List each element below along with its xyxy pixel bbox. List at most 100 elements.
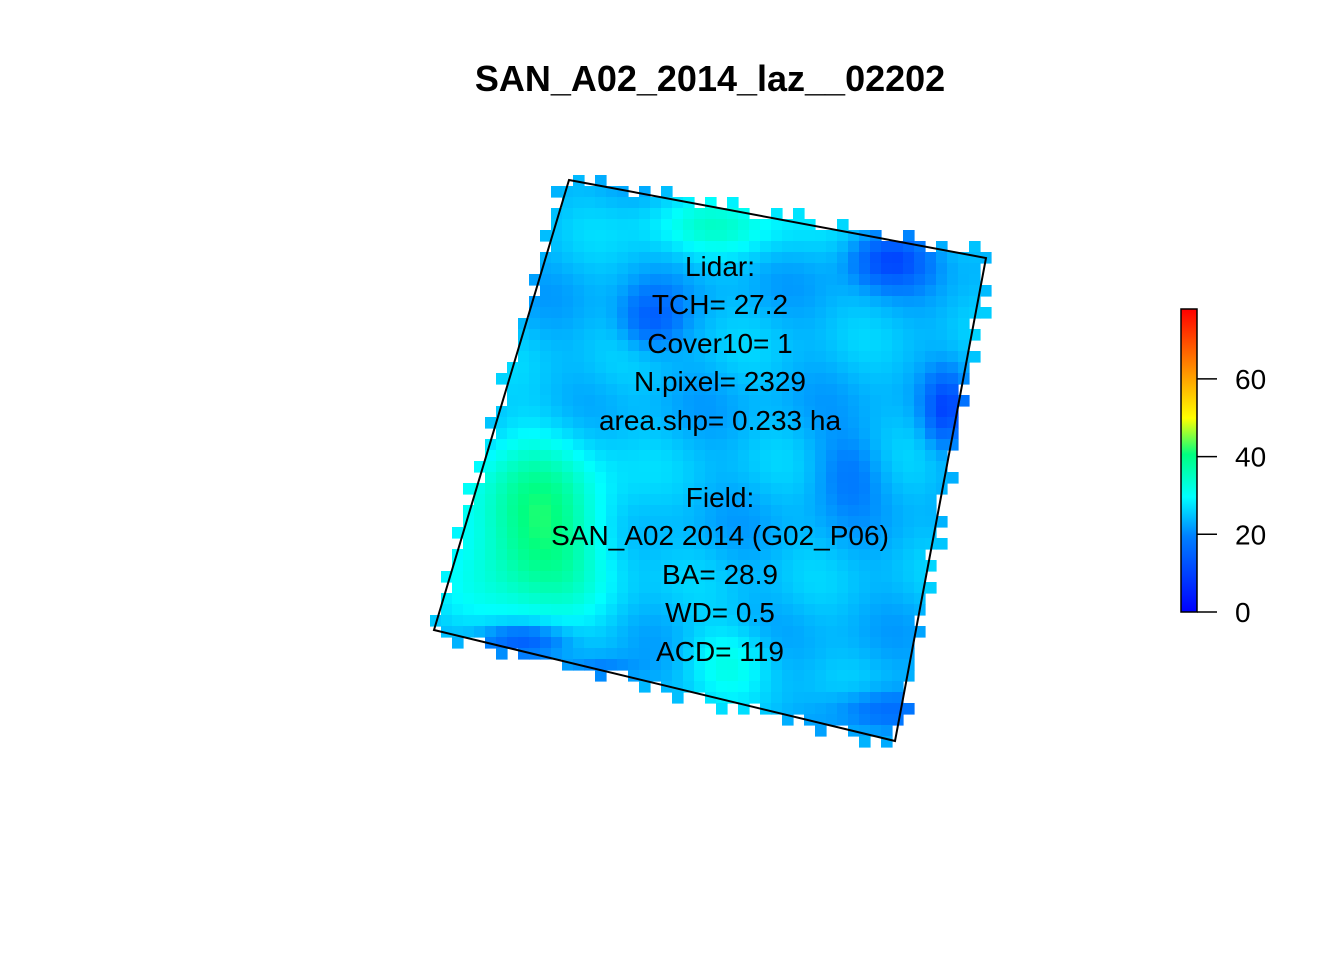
raster-cell <box>749 450 761 462</box>
raster-cell <box>650 527 662 539</box>
raster-cell <box>848 450 860 462</box>
raster-cell <box>749 604 761 616</box>
raster-cell <box>650 593 662 605</box>
raster-cell <box>793 252 805 264</box>
raster-cell <box>815 395 827 407</box>
raster-cell <box>947 362 959 374</box>
raster-cell <box>914 626 926 638</box>
raster-cell <box>782 494 794 506</box>
raster-cell <box>727 296 739 308</box>
raster-cell <box>892 681 904 693</box>
raster-cell <box>562 263 574 275</box>
raster-cell <box>892 340 904 352</box>
raster-cell <box>617 505 629 517</box>
raster-cell <box>573 406 585 418</box>
raster-cell <box>903 604 915 616</box>
raster-cell <box>903 373 915 385</box>
raster-cell <box>474 549 486 561</box>
raster-cell <box>826 241 838 253</box>
raster-cell <box>606 307 618 319</box>
raster-cell <box>639 637 651 649</box>
raster-cell <box>793 516 805 528</box>
raster-cell <box>606 615 618 627</box>
raster-cell <box>771 417 783 429</box>
raster-cell <box>595 637 607 649</box>
raster-cell <box>595 461 607 473</box>
raster-cell <box>782 637 794 649</box>
raster-cell <box>870 703 882 715</box>
raster-cell <box>727 351 739 363</box>
raster-cell <box>892 285 904 297</box>
raster-cell <box>551 186 563 198</box>
raster-cell <box>793 681 805 693</box>
raster-cell <box>705 197 717 209</box>
raster-cell <box>837 285 849 297</box>
raster-cell <box>683 318 695 330</box>
raster-cell <box>518 494 530 506</box>
raster-cell <box>529 516 541 528</box>
raster-cell <box>573 197 585 209</box>
raster-cell <box>716 296 728 308</box>
raster-cell <box>573 186 585 198</box>
raster-cell <box>782 670 794 682</box>
raster-cell <box>617 362 629 374</box>
raster-cell <box>782 219 794 231</box>
raster-cell <box>683 208 695 220</box>
raster-cell <box>837 582 849 594</box>
raster-cell <box>507 395 519 407</box>
raster-cell <box>672 230 684 242</box>
raster-cell <box>870 450 882 462</box>
raster-cell <box>683 428 695 440</box>
raster-cell <box>738 362 750 374</box>
raster-cell <box>793 230 805 242</box>
raster-cell <box>925 494 937 506</box>
raster-cell <box>683 527 695 539</box>
raster-cell <box>518 373 530 385</box>
raster-cell <box>815 637 827 649</box>
raster-cell <box>628 351 640 363</box>
raster-cell <box>573 450 585 462</box>
raster-cell <box>892 626 904 638</box>
raster-cell <box>617 384 629 396</box>
raster-cell <box>760 626 772 638</box>
raster-cell <box>540 417 552 429</box>
raster-cell <box>606 417 618 429</box>
plot-boundary <box>432 178 988 743</box>
raster-cell <box>815 648 827 660</box>
raster-cell <box>672 252 684 264</box>
raster-cell <box>705 285 717 297</box>
raster-cell <box>683 351 695 363</box>
raster-cell <box>650 450 662 462</box>
raster-cell <box>859 362 871 374</box>
raster-cell <box>925 560 937 572</box>
raster-cell <box>760 373 772 385</box>
raster-cell <box>617 230 629 242</box>
raster-cell <box>639 615 651 627</box>
raster-cell <box>485 582 497 594</box>
raster-cell <box>496 406 508 418</box>
raster-cell <box>848 362 860 374</box>
raster-cell <box>837 384 849 396</box>
raster-cell <box>925 450 937 462</box>
raster-cell <box>650 538 662 550</box>
raster-cell <box>694 461 706 473</box>
raster-cell <box>639 461 651 473</box>
raster-cell <box>463 571 475 583</box>
raster-cell <box>562 582 574 594</box>
raster-cell <box>672 670 684 682</box>
raster-cell <box>914 417 926 429</box>
raster-cell <box>914 285 926 297</box>
raster-cell <box>782 472 794 484</box>
raster-cell <box>727 560 739 572</box>
raster-cell <box>727 681 739 693</box>
raster-cell <box>815 384 827 396</box>
raster-cell <box>749 219 761 231</box>
raster-cell <box>859 505 871 517</box>
raster-cell <box>859 428 871 440</box>
raster-cell <box>661 505 673 517</box>
raster-cell <box>639 549 651 561</box>
raster-cell <box>793 285 805 297</box>
raster-cell <box>573 494 585 506</box>
raster-cell <box>881 659 893 671</box>
raster-cell <box>551 208 563 220</box>
